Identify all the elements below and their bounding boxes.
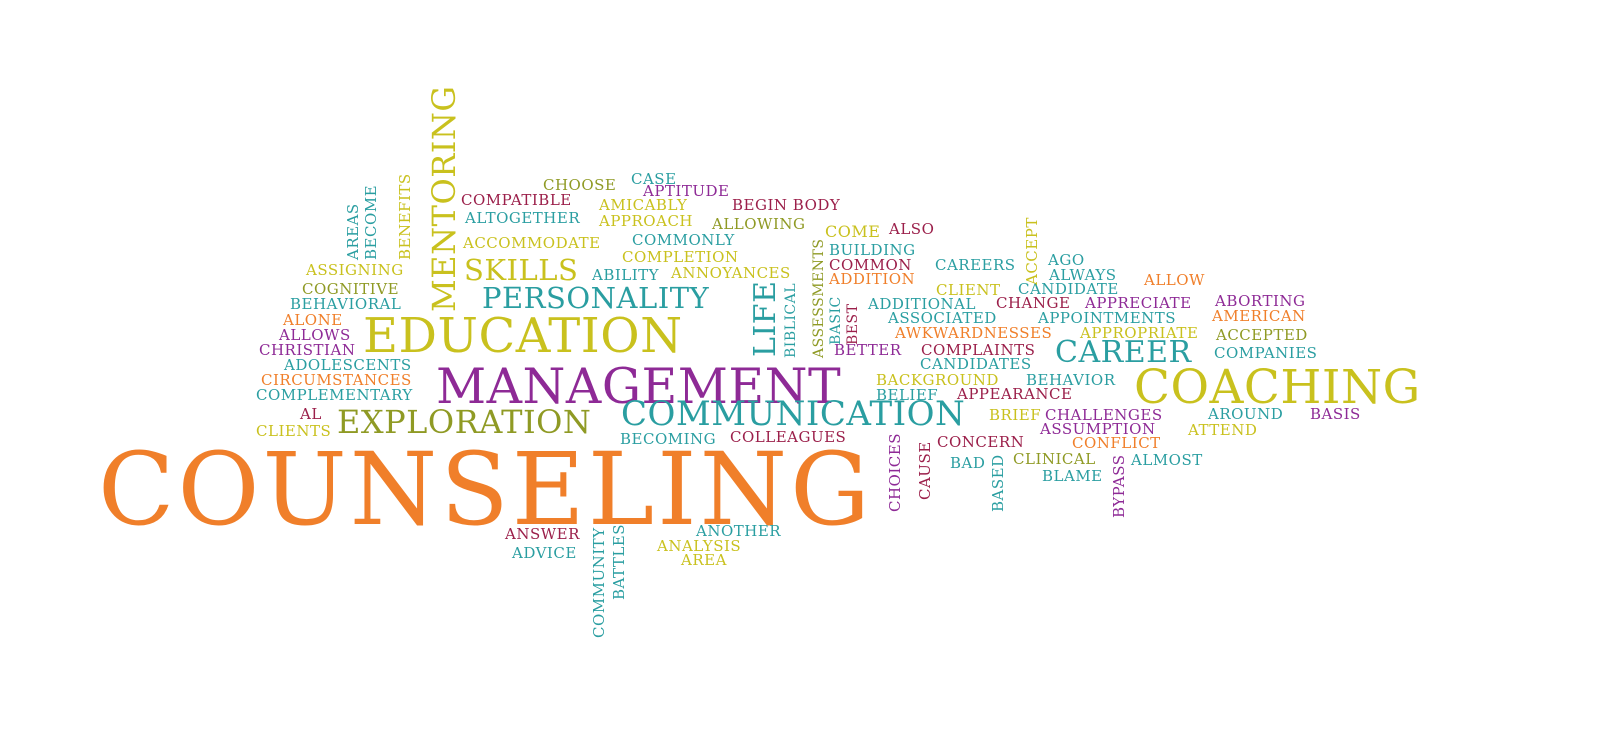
word-adolescents: ADOLESCENTS (284, 356, 412, 374)
word-communication: COMMUNICATION (621, 394, 966, 434)
word-basis: BASIS (1310, 405, 1361, 423)
word-another: ANOTHER (696, 522, 782, 540)
word-allows: ALLOWS (279, 326, 351, 344)
word-always: ALWAYS (1049, 266, 1117, 284)
word-conflict: CONFLICT (1072, 434, 1161, 452)
word-benefits: BENEFITS (396, 173, 414, 260)
word-associated: ASSOCIATED (888, 309, 997, 327)
word-commonly: COMMONLY (632, 231, 735, 249)
word-annoyances: ANNOYANCES (671, 264, 791, 282)
word-change: CHANGE (996, 294, 1071, 312)
word-skills: SKILLS (464, 253, 579, 287)
word-aborting: ABORTING (1215, 292, 1306, 310)
word-appearance: APPEARANCE (957, 385, 1073, 403)
word-blame: BLAME (1042, 467, 1103, 485)
word-allow: ALLOW (1144, 271, 1205, 289)
word-exploration: EXPLORATION (337, 403, 592, 441)
word-cause: CAUSE (916, 441, 934, 500)
word-life: LIFE (748, 280, 783, 358)
word-candidates: CANDIDATES (920, 355, 1032, 373)
word-answer: ANSWER (505, 525, 580, 543)
word-management: MANAGEMENT (436, 358, 842, 415)
word-compatible: COMPATIBLE (461, 191, 572, 209)
word-ability: ABILITY (592, 266, 660, 284)
word-better: BETTER (834, 341, 902, 359)
word-client: CLIENT (936, 281, 1001, 299)
word-accommodate: ACCOMMODATE (463, 234, 601, 252)
word-accepted: ACCEPTED (1216, 326, 1308, 344)
word-come: COME (825, 222, 881, 241)
word-best: BEST (845, 303, 861, 345)
word-analysis: ANALYSIS (657, 537, 742, 555)
word-community: COMMUNITY (590, 527, 608, 638)
word-common: COMMON (829, 256, 912, 274)
word-assigning: ASSIGNING (306, 261, 404, 279)
word-begin-body: BEGIN BODY (732, 196, 841, 214)
word-complementary: COMPLEMENTARY (256, 386, 413, 404)
word-alone: ALONE (283, 311, 343, 329)
word-biblical: BIBLICAL (783, 282, 799, 358)
word-advice: ADVICE (512, 544, 577, 562)
word-education: EDUCATION (363, 308, 683, 364)
word-accept: ACCEPT (1023, 217, 1041, 285)
word-belief: BELIEF (876, 386, 939, 404)
word-amicably: AMICABLY (599, 196, 688, 214)
word-attend: ATTEND (1188, 421, 1258, 439)
word-al: AL (300, 405, 322, 423)
word-complaints: COMPLAINTS (921, 341, 1036, 359)
word-choices: CHOICES (886, 433, 904, 512)
word-colleagues: COLLEAGUES (730, 428, 847, 446)
word-allowing: ALLOWING (712, 215, 806, 233)
word-awkwardnesses: AWKWARDNESSES (895, 324, 1053, 342)
word-areas: AREAS (344, 203, 362, 260)
word-challenges: CHALLENGES (1045, 406, 1163, 424)
word-building: BUILDING (829, 241, 916, 259)
word-careers: CAREERS (935, 256, 1016, 274)
word-addition: ADDITION (829, 270, 916, 288)
word-circumstances: CIRCUMSTANCES (261, 371, 412, 389)
word-behavioral: BEHAVIORAL (290, 295, 402, 313)
word-case: CASE (631, 170, 677, 188)
word-appreciate: APPRECIATE (1085, 294, 1192, 312)
word-concern: CONCERN (937, 433, 1025, 451)
word-clinical: CLINICAL (1013, 450, 1096, 468)
word-basic: BASIC (828, 296, 844, 345)
word-christian: CHRISTIAN (259, 341, 356, 359)
word-aptitude: APTITUDE (643, 182, 730, 200)
word-become: BECOME (362, 184, 380, 260)
word-coaching: COACHING (1134, 360, 1421, 415)
word-also: ALSO (889, 220, 935, 238)
word-battles: BATTLES (610, 523, 628, 600)
word-based: BASED (989, 454, 1007, 512)
word-cognitive: COGNITIVE (302, 280, 400, 298)
word-choose: CHOOSE (543, 176, 617, 194)
word-appropriate: APPROPRIATE (1080, 324, 1199, 342)
word-bypass: BYPASS (1110, 454, 1128, 519)
word-clients: CLIENTS (256, 422, 332, 440)
word-additional: ADDITIONAL (868, 295, 976, 313)
word-behavior: BEHAVIOR (1026, 371, 1116, 389)
word-around: AROUND (1208, 405, 1284, 423)
word-career: CAREER (1055, 335, 1192, 370)
word-companies: COMPANIES (1214, 344, 1318, 362)
word-assumption: ASSUMPTION (1040, 420, 1156, 438)
word-american: AMERICAN (1212, 307, 1306, 325)
word-counseling: COUNSELING (98, 431, 874, 548)
word-assessments: ASSESSMENTS (811, 238, 827, 358)
word-becoming: BECOMING (620, 430, 717, 448)
word-background: BACKGROUND (876, 371, 999, 389)
word-appointments: APPOINTMENTS (1038, 309, 1177, 327)
word-bad: BAD (950, 454, 986, 472)
word-area: AREA (681, 551, 727, 569)
word-completion: COMPLETION (622, 248, 739, 266)
word-brief: BRIEF (989, 406, 1042, 424)
word-altogether: ALTOGETHER (465, 209, 581, 227)
word-personality: PERSONALITY (482, 281, 710, 315)
word-ago: AGO (1048, 251, 1085, 269)
word-candidate: CANDIDATE (1018, 280, 1119, 298)
word-approach: APPROACH (599, 212, 693, 230)
word-almost: ALMOST (1131, 451, 1203, 469)
word-mentoring: MENTORING (425, 85, 463, 313)
